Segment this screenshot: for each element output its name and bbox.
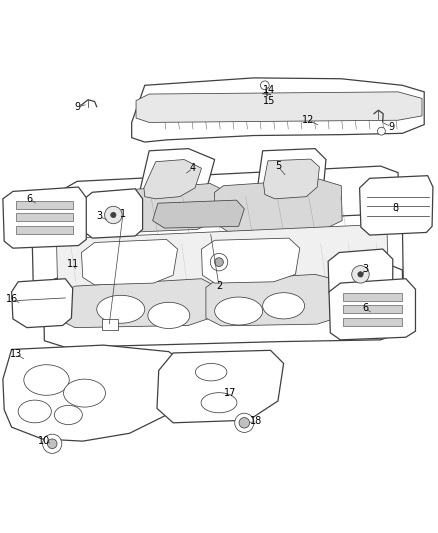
Polygon shape <box>360 176 433 235</box>
Polygon shape <box>62 166 400 247</box>
Circle shape <box>235 413 254 432</box>
Polygon shape <box>132 78 424 142</box>
Circle shape <box>105 206 122 224</box>
Polygon shape <box>102 319 118 330</box>
Polygon shape <box>43 261 403 348</box>
Polygon shape <box>328 249 393 301</box>
Polygon shape <box>215 179 342 231</box>
Ellipse shape <box>215 297 263 325</box>
Polygon shape <box>329 279 416 340</box>
Polygon shape <box>81 239 177 285</box>
Polygon shape <box>57 225 388 288</box>
Polygon shape <box>136 92 422 123</box>
Polygon shape <box>81 189 143 238</box>
Circle shape <box>358 272 363 277</box>
Text: 14: 14 <box>263 85 276 95</box>
Ellipse shape <box>148 302 190 328</box>
Text: 15: 15 <box>263 95 276 106</box>
Circle shape <box>261 81 269 90</box>
Text: 9: 9 <box>389 122 395 132</box>
Polygon shape <box>157 350 284 423</box>
Ellipse shape <box>201 393 237 413</box>
Polygon shape <box>343 293 402 301</box>
Polygon shape <box>16 227 73 234</box>
Ellipse shape <box>18 400 51 423</box>
Circle shape <box>47 439 57 449</box>
Polygon shape <box>3 345 185 441</box>
Text: 6: 6 <box>26 194 32 204</box>
Polygon shape <box>12 279 73 328</box>
Polygon shape <box>32 214 403 299</box>
Text: 3: 3 <box>96 211 102 221</box>
Circle shape <box>210 253 228 271</box>
Circle shape <box>42 434 62 454</box>
Text: 10: 10 <box>38 436 50 446</box>
Text: 18: 18 <box>250 416 262 426</box>
Text: 4: 4 <box>190 163 196 173</box>
Text: 13: 13 <box>10 349 22 359</box>
Polygon shape <box>16 213 73 221</box>
Ellipse shape <box>97 295 145 323</box>
Polygon shape <box>264 159 319 199</box>
Ellipse shape <box>195 364 227 381</box>
Ellipse shape <box>263 293 304 319</box>
Polygon shape <box>152 200 244 228</box>
Text: 16: 16 <box>6 294 18 304</box>
Text: 12: 12 <box>302 115 314 125</box>
Text: 8: 8 <box>393 203 399 213</box>
Text: 17: 17 <box>224 388 236 398</box>
Text: 5: 5 <box>275 161 281 171</box>
Ellipse shape <box>24 365 69 395</box>
Ellipse shape <box>54 405 82 425</box>
Ellipse shape <box>64 379 106 407</box>
Circle shape <box>111 212 116 217</box>
Text: 3: 3 <box>362 264 368 273</box>
Circle shape <box>352 265 369 283</box>
Text: 6: 6 <box>362 303 368 313</box>
Circle shape <box>239 417 250 428</box>
Polygon shape <box>3 187 86 248</box>
Text: 1: 1 <box>120 209 126 219</box>
Circle shape <box>378 127 385 135</box>
Polygon shape <box>343 305 402 313</box>
Polygon shape <box>80 183 223 234</box>
Circle shape <box>215 258 223 266</box>
Polygon shape <box>60 279 215 328</box>
Polygon shape <box>206 274 340 326</box>
Polygon shape <box>201 238 300 283</box>
Text: 11: 11 <box>67 260 79 269</box>
Polygon shape <box>140 149 215 205</box>
Polygon shape <box>258 149 326 205</box>
Text: 2: 2 <box>216 281 222 291</box>
Polygon shape <box>144 159 201 199</box>
Polygon shape <box>16 201 73 209</box>
Polygon shape <box>343 318 402 326</box>
Text: 9: 9 <box>74 102 80 112</box>
